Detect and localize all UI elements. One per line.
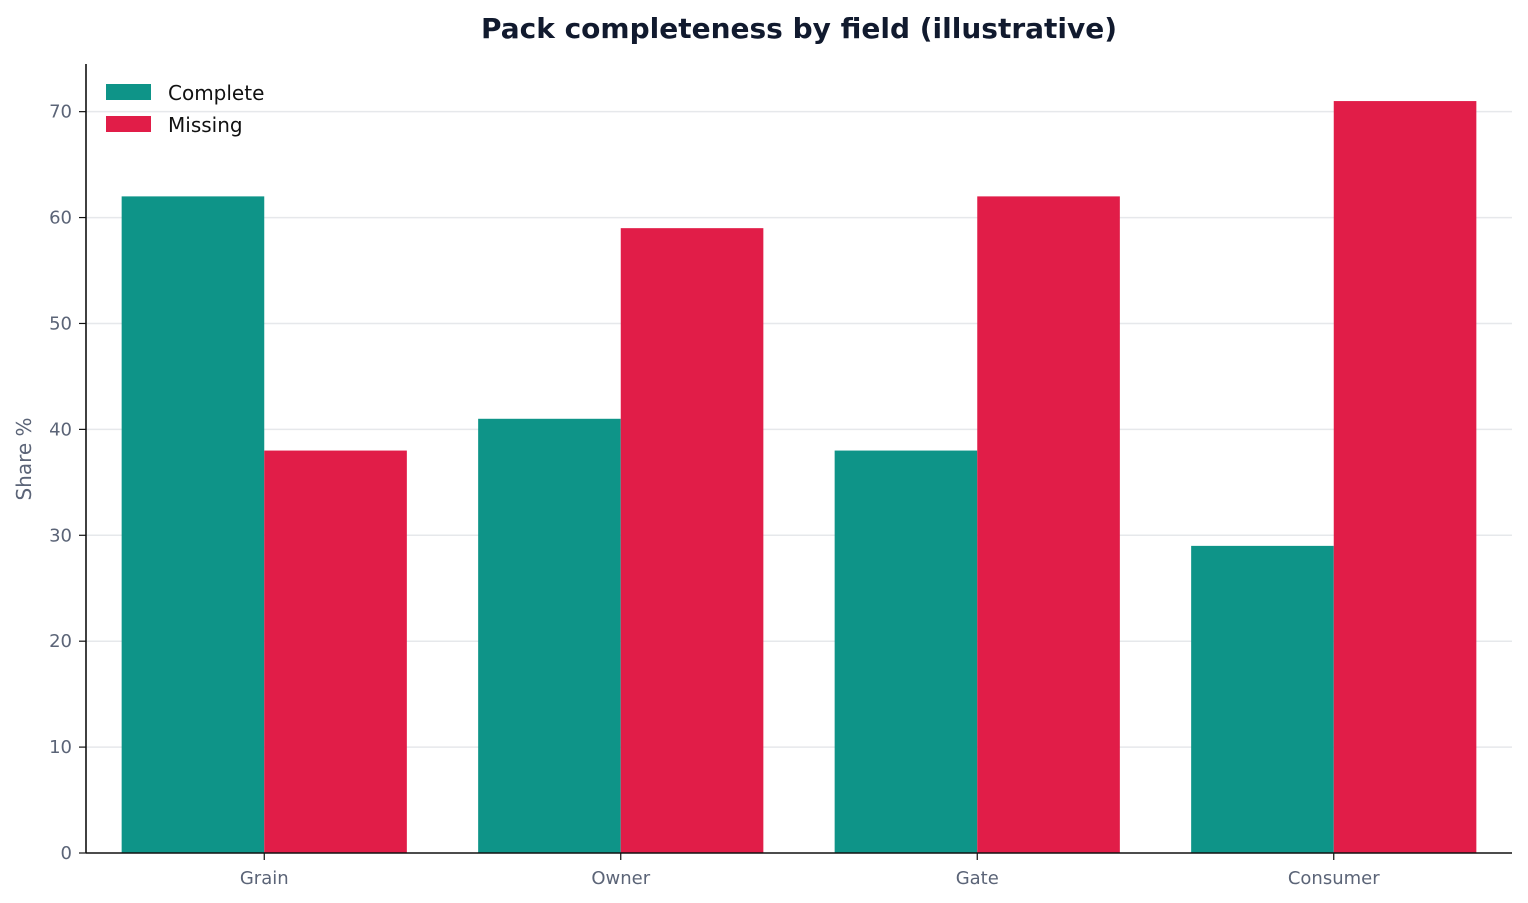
y-tick-label: 30 bbox=[49, 525, 72, 546]
y-tick-label: 0 bbox=[61, 843, 72, 864]
bar-complete-consumer bbox=[1191, 545, 1334, 853]
chart-title: Pack completeness by field (illustrative… bbox=[481, 12, 1117, 45]
x-tick-label: Consumer bbox=[1288, 868, 1380, 889]
bar-missing-consumer bbox=[1333, 101, 1477, 853]
y-tick-label: 40 bbox=[49, 419, 72, 440]
bar-complete-gate bbox=[834, 450, 978, 853]
axes bbox=[85, 64, 1512, 854]
bar-missing-grain bbox=[264, 450, 407, 853]
legend: Complete Missing bbox=[106, 81, 264, 137]
y-tick-label: 60 bbox=[49, 208, 72, 229]
bars bbox=[121, 101, 1477, 853]
legend-swatch bbox=[106, 116, 151, 132]
y-tick-label: 50 bbox=[49, 313, 72, 334]
bar-complete-owner bbox=[478, 418, 621, 853]
y-tick-label: 20 bbox=[49, 631, 72, 652]
bar-missing-gate bbox=[977, 196, 1120, 853]
legend-swatch bbox=[106, 84, 151, 100]
x-tick-label: Owner bbox=[591, 868, 650, 889]
x-tick-label: Gate bbox=[956, 868, 999, 889]
y-axis-label: Share % bbox=[12, 417, 36, 500]
legend-label: Missing bbox=[168, 113, 243, 137]
legend-label: Complete bbox=[168, 81, 264, 105]
ticks: 0 10 20 30 40 50 60 70 Grain Owner Gate Consumer bbox=[49, 102, 1380, 889]
y-tick-label: 70 bbox=[49, 102, 72, 123]
y-tick-label: 10 bbox=[49, 737, 72, 758]
x-tick-label: Grain bbox=[240, 868, 289, 889]
bar-missing-owner bbox=[620, 228, 764, 853]
bar-complete-grain bbox=[121, 196, 265, 853]
